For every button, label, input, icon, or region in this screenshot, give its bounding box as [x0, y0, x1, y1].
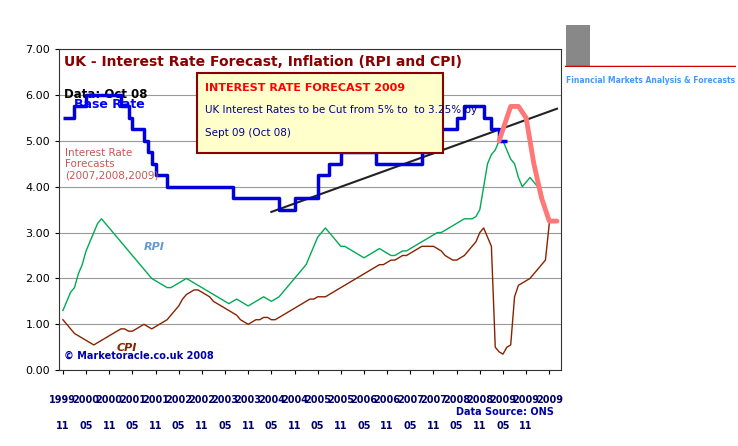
Text: Data Source: ONS: Data Source: ONS — [455, 407, 554, 417]
Text: 11: 11 — [380, 421, 394, 431]
Text: 2002: 2002 — [165, 395, 192, 405]
Text: UK Interest Rates to be Cut from 5% to  to 3.25% by: UK Interest Rates to be Cut from 5% to t… — [204, 105, 477, 115]
Text: UK - Interest Rate Forecast, Inflation (RPI and CPI): UK - Interest Rate Forecast, Inflation (… — [64, 55, 462, 70]
Text: 11: 11 — [103, 421, 116, 431]
Text: 2006: 2006 — [373, 395, 401, 405]
Text: © Marketoracle.co.uk 2008: © Marketoracle.co.uk 2008 — [64, 351, 214, 360]
Text: 1999: 1999 — [49, 395, 77, 405]
FancyBboxPatch shape — [197, 73, 443, 153]
Text: Data: Oct 08: Data: Oct 08 — [64, 87, 148, 101]
Text: 11: 11 — [520, 421, 533, 431]
Text: CPI: CPI — [117, 343, 137, 353]
Text: 05: 05 — [311, 421, 325, 431]
Text: 11: 11 — [288, 421, 301, 431]
Text: 2001: 2001 — [142, 395, 169, 405]
Text: 2004: 2004 — [258, 395, 285, 405]
Text: 05: 05 — [125, 421, 139, 431]
Text: 05: 05 — [496, 421, 510, 431]
Text: 11: 11 — [195, 421, 209, 431]
Text: RPI: RPI — [144, 242, 165, 252]
Text: 2007: 2007 — [420, 395, 447, 405]
Text: 2009: 2009 — [536, 395, 563, 405]
Bar — [565, 67, 736, 94]
Text: INTEREST RATE FORECAST 2009: INTEREST RATE FORECAST 2009 — [204, 83, 404, 93]
Text: 2000: 2000 — [72, 395, 100, 405]
Text: 11: 11 — [241, 421, 255, 431]
Text: 05: 05 — [404, 421, 417, 431]
Text: 05: 05 — [172, 421, 185, 431]
Text: Sept 09 (Oct 08): Sept 09 (Oct 08) — [204, 128, 291, 138]
Text: 2002: 2002 — [188, 395, 215, 405]
Text: 05: 05 — [265, 421, 278, 431]
Text: 11: 11 — [473, 421, 486, 431]
FancyBboxPatch shape — [566, 25, 590, 68]
Text: 2007: 2007 — [397, 395, 424, 405]
Text: 2001: 2001 — [119, 395, 146, 405]
Text: 11: 11 — [149, 421, 162, 431]
Text: 2003: 2003 — [235, 395, 262, 405]
Text: 2006: 2006 — [351, 395, 378, 405]
Text: 11: 11 — [427, 421, 441, 431]
Text: Base Rate: Base Rate — [75, 98, 145, 111]
Text: 2009: 2009 — [489, 395, 517, 405]
Text: 11: 11 — [334, 421, 348, 431]
Text: 2008: 2008 — [466, 395, 494, 405]
Text: 11: 11 — [56, 421, 69, 431]
Text: 05: 05 — [79, 421, 93, 431]
Text: 2008: 2008 — [443, 395, 470, 405]
Text: MarketOracle.co.uk: MarketOracle.co.uk — [594, 40, 723, 53]
Text: 2000: 2000 — [96, 395, 123, 405]
Text: 05: 05 — [218, 421, 232, 431]
Text: 05: 05 — [450, 421, 463, 431]
Text: Financial Markets Analysis & Forecasts: Financial Markets Analysis & Forecasts — [565, 76, 735, 85]
Text: 2009: 2009 — [513, 395, 539, 405]
Text: Interest Rate
Forecasts
(2007,2008,2009): Interest Rate Forecasts (2007,2008,2009) — [65, 148, 159, 181]
Text: 2005: 2005 — [304, 395, 331, 405]
Text: 2004: 2004 — [281, 395, 308, 405]
Text: 2005: 2005 — [328, 395, 354, 405]
Text: 05: 05 — [357, 421, 370, 431]
Text: 2003: 2003 — [212, 395, 238, 405]
